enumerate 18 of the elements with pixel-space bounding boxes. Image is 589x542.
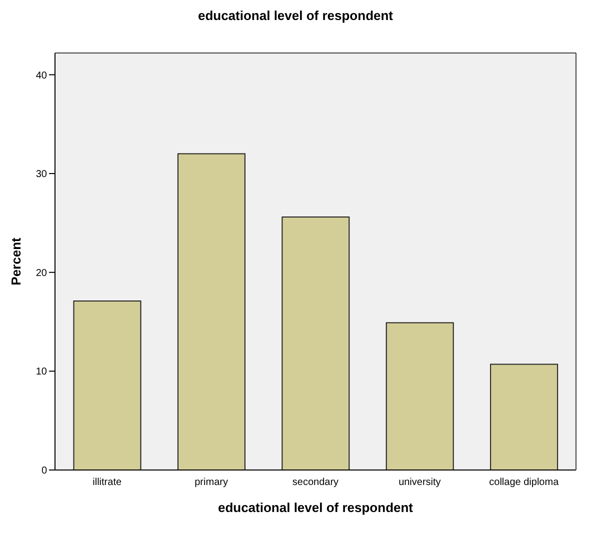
y-tick-label: 20 — [36, 268, 48, 279]
x-tick-label: university — [398, 477, 441, 488]
y-tick-label: 0 — [41, 466, 48, 477]
bar — [386, 322, 454, 470]
y-tick-label: 30 — [36, 169, 48, 180]
x-tick-label: secondary — [292, 477, 339, 488]
chart-title: educational level of respondent — [196, 8, 394, 25]
bar — [73, 300, 142, 470]
x-tick-label: collage diploma — [489, 477, 560, 488]
y-tick-label: 10 — [36, 366, 48, 378]
y-axis-title: Percent — [8, 236, 24, 286]
x-axis-title: educational level of respondent — [218, 500, 414, 515]
bar — [282, 216, 350, 470]
y-tick-label: 40 — [36, 70, 48, 82]
x-tick-label: primary — [194, 477, 228, 488]
bar — [177, 153, 246, 470]
x-tick-label: illitrate — [92, 477, 122, 488]
bar — [490, 364, 558, 470]
